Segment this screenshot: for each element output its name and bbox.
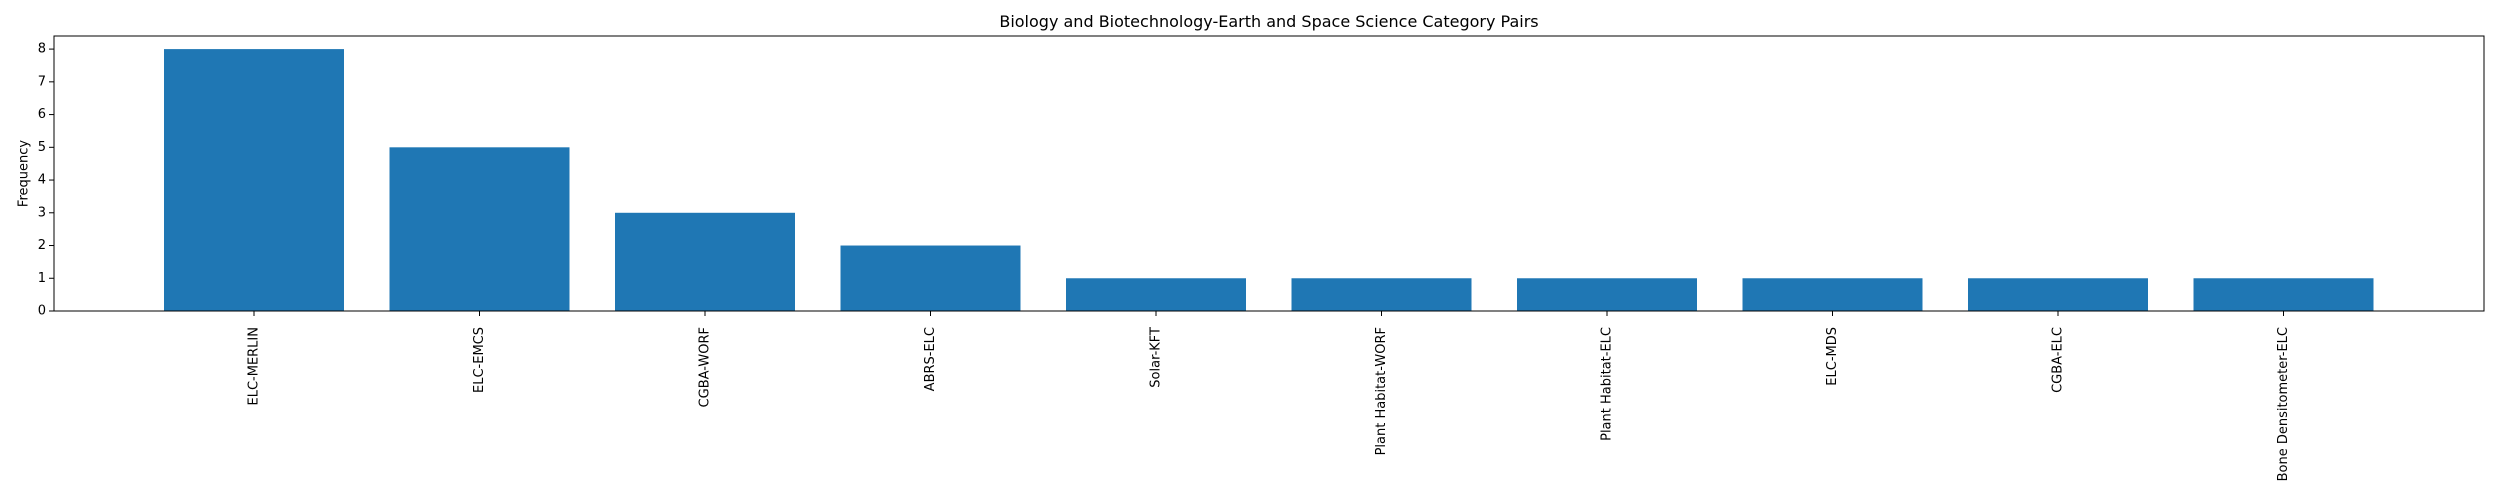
bar-elc-mds: [1742, 278, 1923, 311]
x-tick-label: Plant Habitat-WORF: [1374, 327, 1389, 455]
x-tick-label: Solar-KFT: [1149, 327, 1164, 388]
y-tick-label: 4: [38, 173, 46, 188]
y-tick-label: 8: [38, 42, 46, 57]
y-tick-label: 3: [38, 205, 46, 220]
bar-cgba-elc: [1968, 278, 2148, 311]
chart-title: Biology and Biotechnology-Earth and Spac…: [999, 12, 1538, 31]
x-tick-label: Plant Habitat-ELC: [1600, 327, 1615, 441]
y-axis-label: Frequency: [17, 140, 32, 207]
bar-plant-habitat-elc: [1517, 278, 1697, 311]
y-tick-label: 5: [38, 140, 46, 155]
y-tick-label: 6: [38, 107, 46, 122]
plot-frame: [53, 35, 2485, 312]
bar-elc-emcs: [389, 147, 570, 311]
bar-bone-densitometer-elc: [2193, 278, 2374, 311]
bar-plant-habitat-worf: [1291, 278, 1472, 311]
y-tick-label: 7: [38, 74, 46, 89]
x-tick-label: ELC-EMCS: [472, 327, 487, 393]
bar-cgba-worf: [615, 212, 795, 311]
y-tick-label: 1: [38, 271, 46, 286]
x-tick-label: ELC-MERLIN: [247, 327, 262, 406]
plot-area: 0 1 2 3 4 5 6 7 8 ELC-MERLIN ELC-EMCS CGBA-WORF ABRS…: [38, 35, 2485, 481]
bar-solar-kft: [1066, 278, 1246, 311]
x-tick-label: CGBA-WORF: [698, 327, 713, 407]
y-tick-label: 0: [38, 304, 46, 319]
bar-abrs-elc: [840, 245, 1021, 311]
y-tick-label: 2: [38, 238, 46, 253]
x-tick-label: ABRS-ELC: [923, 327, 938, 391]
bar-elc-merlin: [164, 49, 344, 311]
x-tick-label: ELC-MDS: [1825, 327, 1840, 386]
x-tick-label: CGBA-ELC: [2051, 327, 2066, 393]
x-tick-label: Bone Densitometer-ELC: [2276, 327, 2291, 481]
